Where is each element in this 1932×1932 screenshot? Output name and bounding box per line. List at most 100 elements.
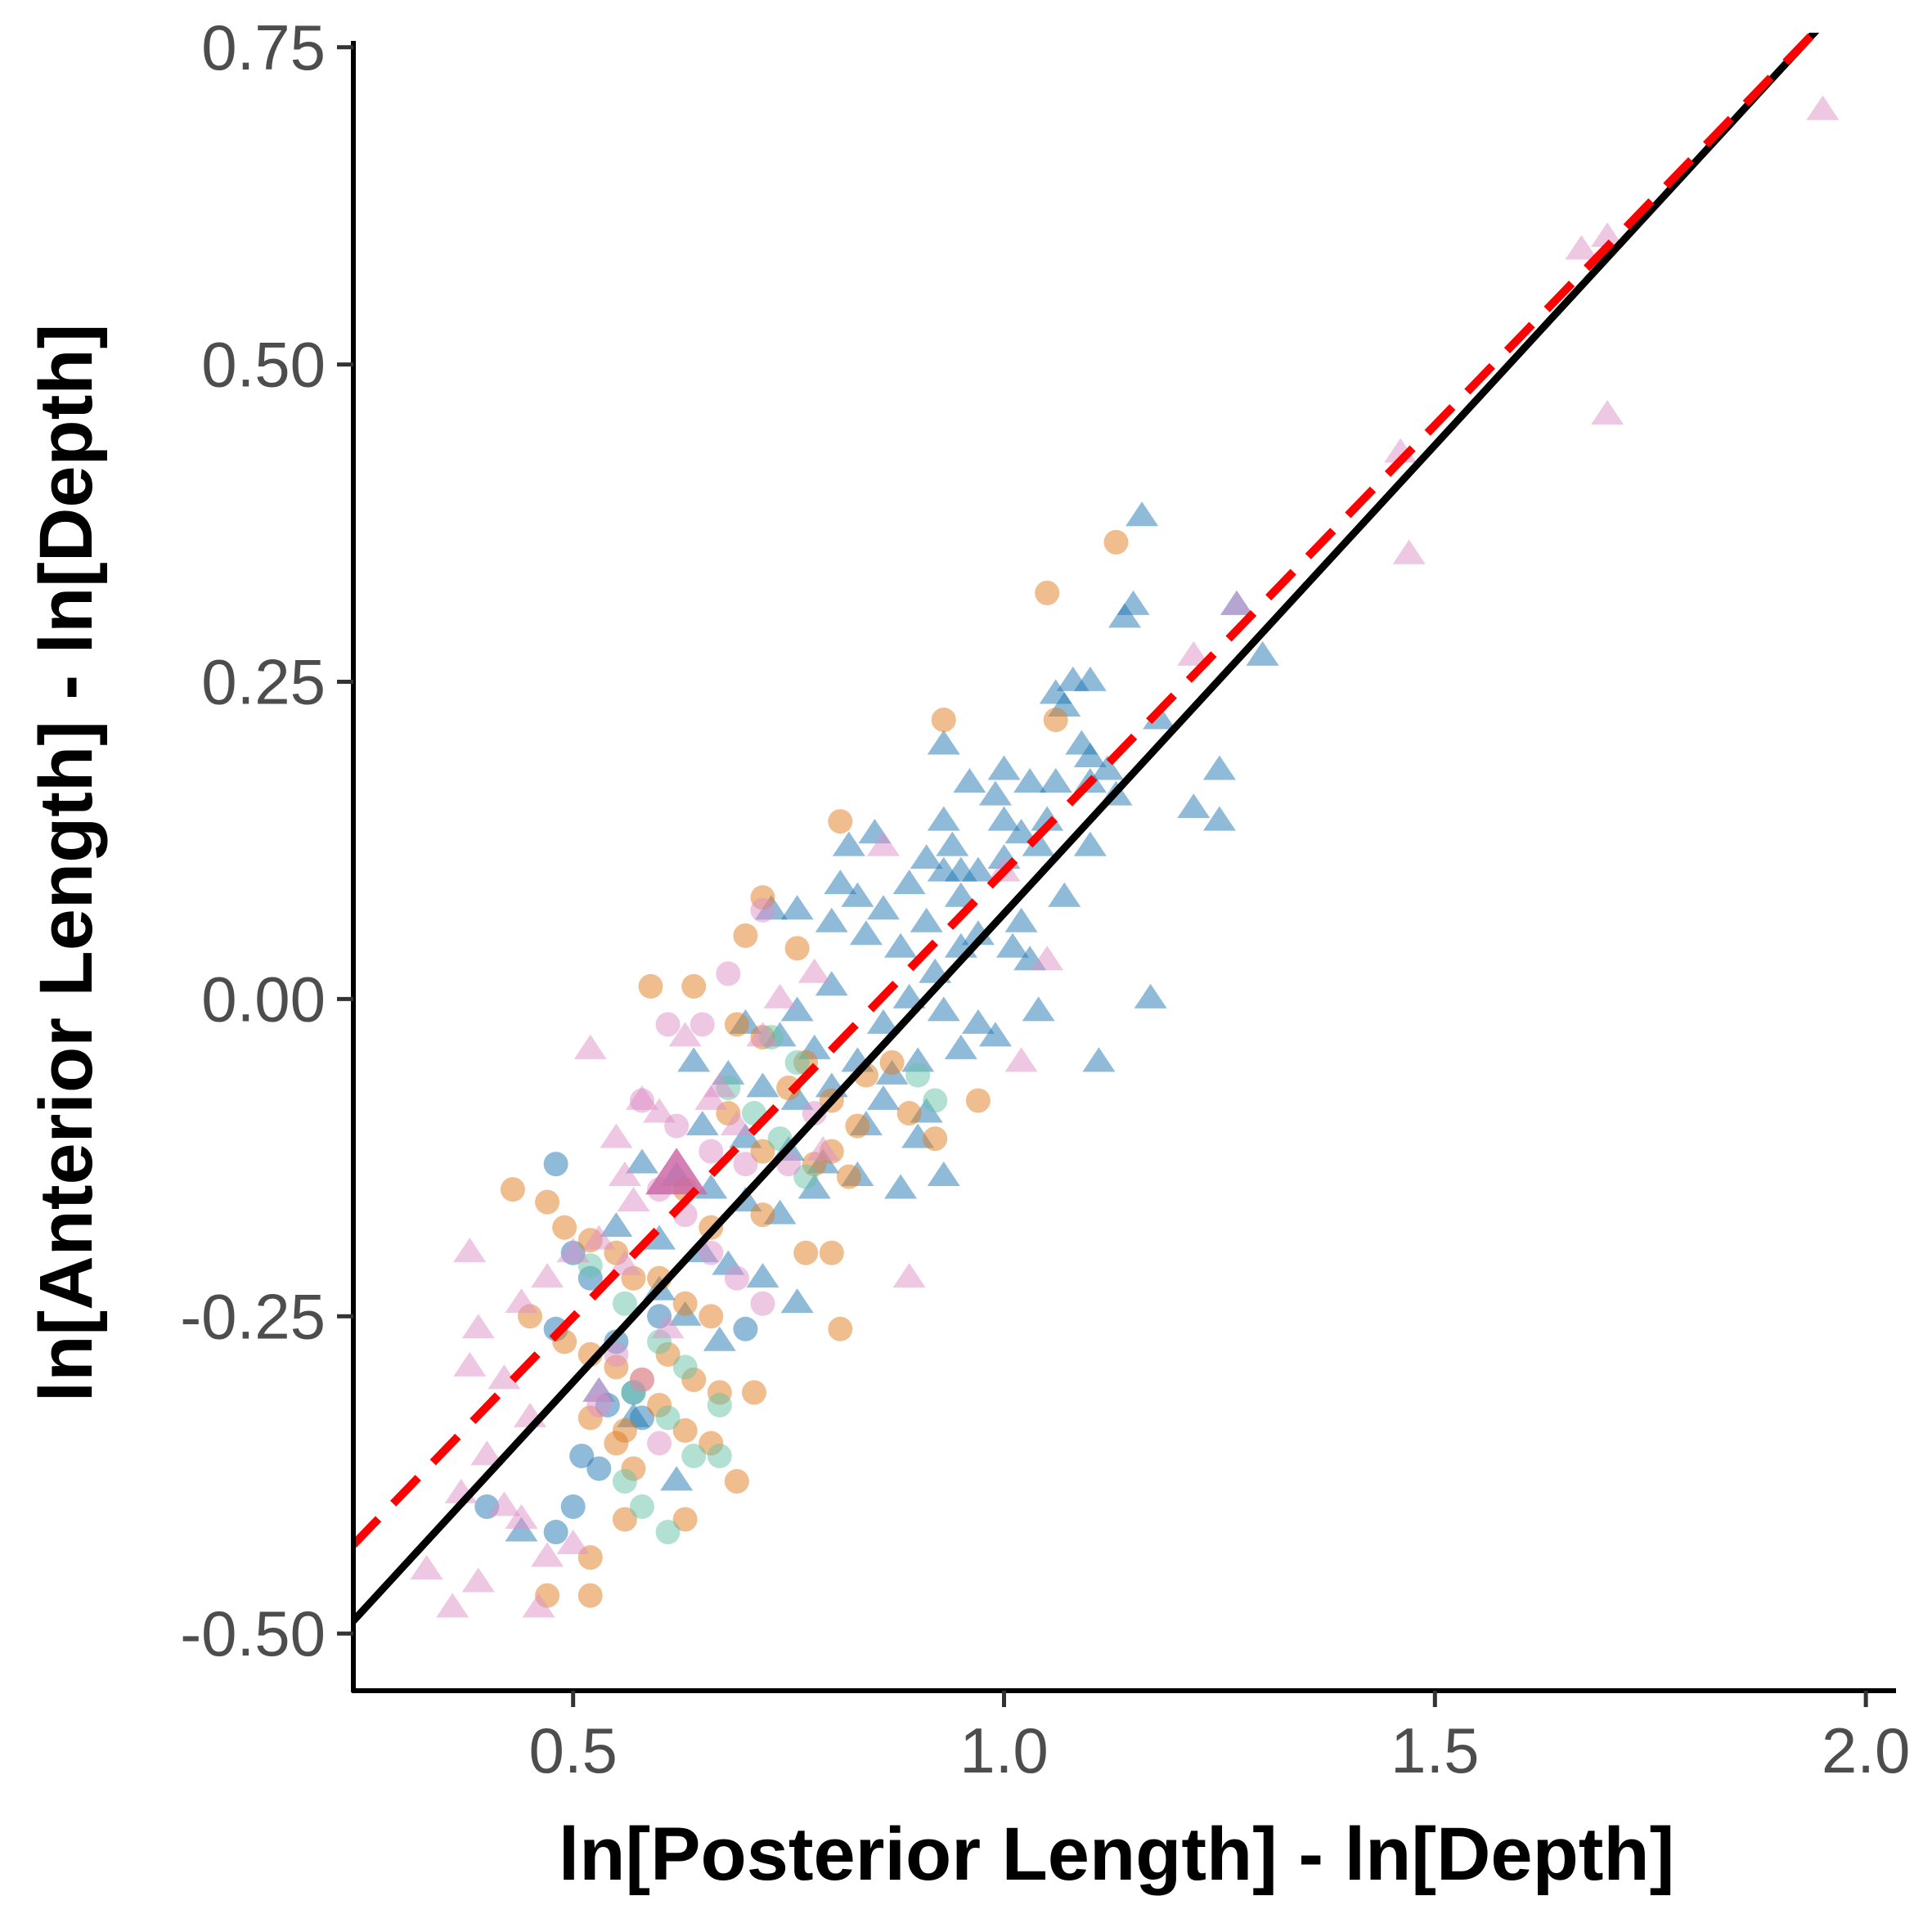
data-point <box>655 1405 681 1431</box>
data-point <box>672 1418 698 1443</box>
data-point <box>724 1265 749 1291</box>
data-point <box>802 1101 827 1126</box>
data-point <box>1022 831 1055 856</box>
data-point <box>600 1123 633 1148</box>
data-point <box>505 1503 538 1529</box>
reference-line-dashed <box>353 33 1820 1548</box>
data-point <box>535 1189 560 1215</box>
data-point <box>961 920 995 946</box>
data-point <box>586 1456 612 1481</box>
data-point <box>905 1063 931 1088</box>
data-point <box>931 708 956 733</box>
data-point <box>750 1139 775 1164</box>
data-point <box>672 1507 698 1532</box>
data-point <box>707 1443 732 1468</box>
data-point <box>750 897 775 923</box>
y-tick-label: 0.50 <box>201 329 326 401</box>
data-point <box>1103 529 1129 555</box>
data-point <box>729 1123 762 1148</box>
data-point <box>643 1224 676 1250</box>
data-point <box>936 831 969 856</box>
data-point <box>784 1049 810 1075</box>
data-point <box>746 1263 780 1288</box>
data-point <box>819 1240 844 1265</box>
data-point <box>699 1304 724 1329</box>
data-point <box>1246 640 1279 666</box>
data-point <box>604 1341 629 1367</box>
data-point <box>672 1355 698 1380</box>
data-point <box>953 768 986 793</box>
x-axis-title: ln[Posterior Length] - ln[Depth] <box>559 1813 1675 1896</box>
data-point <box>1108 603 1141 628</box>
data-point <box>461 1567 495 1593</box>
data-point <box>815 907 848 932</box>
data-point <box>470 1440 504 1466</box>
data-point <box>733 1152 758 1177</box>
data-point <box>987 806 1021 831</box>
data-point <box>845 1113 870 1139</box>
data-point <box>892 1263 926 1288</box>
data-point <box>531 1542 564 1567</box>
data-point <box>866 895 900 920</box>
y-tick-label: -0.50 <box>180 1597 326 1669</box>
data-point <box>836 1164 861 1189</box>
data-point <box>638 973 663 999</box>
data-point <box>647 1431 672 1456</box>
data-point <box>612 1507 637 1532</box>
data-point <box>500 1177 525 1202</box>
data-point <box>910 907 943 932</box>
data-point <box>660 1466 694 1491</box>
data-point <box>608 1161 641 1187</box>
data-point <box>879 1049 905 1075</box>
data-point <box>552 1215 577 1240</box>
data-point <box>487 1364 521 1390</box>
data-point <box>965 1088 991 1113</box>
data-point <box>1073 743 1107 768</box>
data-point <box>1134 983 1167 1009</box>
data-point <box>582 1377 616 1402</box>
data-point <box>625 1148 658 1174</box>
data-point <box>643 1098 676 1123</box>
data-point <box>629 1367 654 1392</box>
data-point <box>923 1088 948 1113</box>
y-tick-label: -0.25 <box>180 1280 326 1352</box>
data-point <box>453 1238 487 1263</box>
data-point <box>604 1431 629 1456</box>
data-point <box>681 973 707 999</box>
data-point <box>1177 793 1211 819</box>
data-point <box>798 1174 831 1199</box>
data-point <box>733 923 758 948</box>
data-point <box>780 1085 814 1110</box>
data-point <box>1591 222 1624 247</box>
data-point <box>569 1443 595 1468</box>
data-point <box>978 1022 1012 1047</box>
data-point <box>694 1085 728 1110</box>
data-point <box>927 806 960 831</box>
data-point <box>884 1174 918 1199</box>
data-point <box>543 1152 568 1177</box>
data-point <box>841 882 874 907</box>
data-point <box>896 1101 922 1126</box>
data-point <box>556 1529 590 1554</box>
x-tick-label: 1.5 <box>1391 1714 1479 1786</box>
data-point <box>1013 768 1047 793</box>
data-point <box>793 1240 819 1265</box>
data-point <box>944 1034 977 1059</box>
data-point <box>1177 640 1211 666</box>
data-point <box>1004 907 1038 932</box>
data-point <box>1031 806 1064 831</box>
data-point <box>978 780 1012 806</box>
data-point <box>763 983 797 1009</box>
data-point <box>1591 400 1624 425</box>
data-point <box>996 932 1030 958</box>
data-point <box>923 1126 948 1152</box>
data-point <box>815 971 848 996</box>
data-point <box>767 1126 793 1152</box>
data-point <box>1004 1047 1038 1072</box>
fit-lines <box>353 33 1820 1624</box>
data-point <box>793 1164 819 1189</box>
data-point <box>655 1012 681 1037</box>
x-tick-label: 0.5 <box>528 1714 617 1786</box>
data-point <box>505 1288 538 1314</box>
